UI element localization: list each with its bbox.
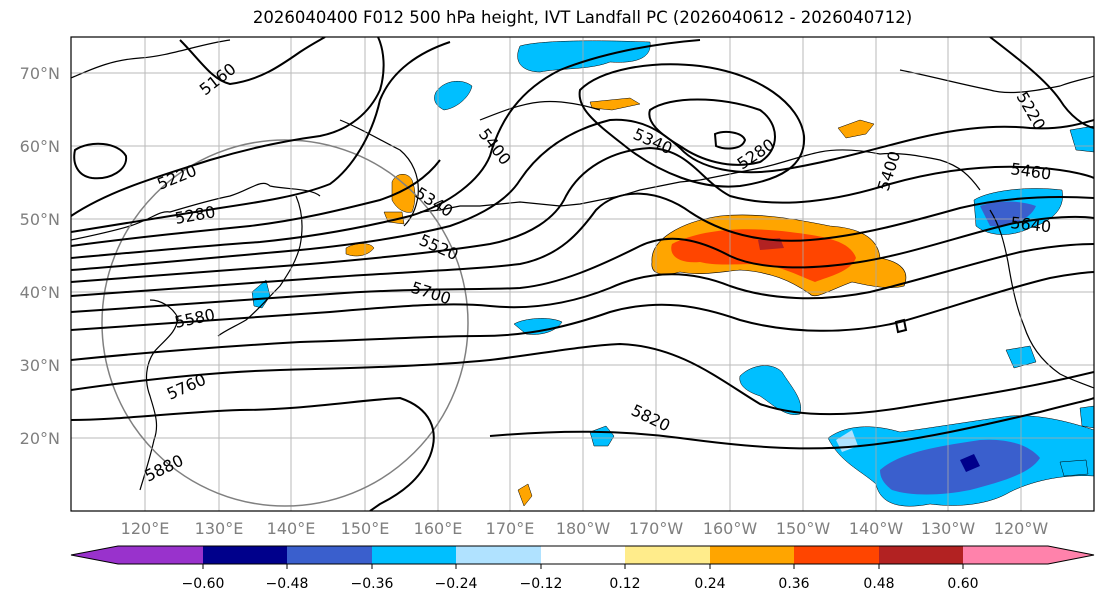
ivt-negative-hawaii-east bbox=[1059, 459, 1089, 477]
colorbar-segment bbox=[879, 546, 963, 564]
lon-label: 170°W bbox=[629, 519, 684, 538]
colorbar-segment bbox=[287, 546, 372, 564]
contour-5580 bbox=[71, 192, 1094, 297]
ivt-negative-westcoast-core bbox=[980, 201, 1036, 227]
lon-label: 140°E bbox=[267, 519, 316, 538]
contour-5520 bbox=[71, 146, 1094, 283]
ivt-negative-subtrop-central bbox=[739, 365, 802, 415]
colorbar-tick-label: −0.24 bbox=[435, 576, 478, 592]
ivt-negative-tropics-east-core bbox=[960, 454, 980, 472]
contour-5220 bbox=[71, 37, 385, 217]
colorbar-segment bbox=[456, 546, 541, 564]
latitude-labels: 70°N 60°N 50°N 40°N 30°N 20°N bbox=[20, 64, 60, 448]
contour-aleutian-low-outer bbox=[578, 63, 806, 188]
lon-label: 150°W bbox=[776, 519, 831, 538]
colorbar-tick-label: −0.48 bbox=[266, 576, 309, 592]
ivt-negative-tropics-east-mid bbox=[880, 439, 1040, 495]
ivt-negative-bering bbox=[517, 40, 651, 73]
contour-5460 bbox=[71, 118, 1094, 271]
colorbar-segment bbox=[625, 546, 710, 564]
contour-5700 bbox=[71, 243, 1094, 331]
ivt-negative-subtrop-small bbox=[589, 425, 615, 447]
contour-5400-west bbox=[71, 39, 701, 259]
coast-kamchatka bbox=[339, 119, 419, 227]
contour-5760 bbox=[71, 271, 1094, 361]
lon-label: 160°E bbox=[414, 519, 463, 538]
colorbar-segment bbox=[541, 546, 625, 564]
ivt-positive-okhotsk bbox=[391, 174, 416, 213]
colorbar-segment bbox=[372, 546, 456, 564]
lon-label: 180°W bbox=[556, 519, 611, 538]
ivt-negative-arctic1 bbox=[434, 80, 473, 111]
map-border bbox=[70, 36, 1095, 512]
lon-label: 130°W bbox=[921, 519, 976, 538]
coast-japan bbox=[217, 195, 303, 337]
ivt-positive-small3 bbox=[837, 119, 875, 139]
lat-label: 60°N bbox=[20, 137, 60, 156]
colorbar-tick-labels: −0.60 −0.48 −0.36 −0.24 −0.12 0.12 0.24 … bbox=[182, 576, 979, 592]
contour-5280 bbox=[71, 41, 451, 233]
contour-ne-ridge bbox=[989, 37, 1094, 129]
colorbar-tick-label: 0.12 bbox=[609, 576, 640, 592]
colorbar-tick-label: −0.60 bbox=[182, 576, 225, 592]
colorbar-tick-label: 0.60 bbox=[947, 576, 978, 592]
coastlines bbox=[71, 39, 1094, 491]
lon-label: 160°W bbox=[703, 519, 758, 538]
colorbar-extend-max bbox=[1048, 546, 1094, 564]
contour-5340-west bbox=[71, 159, 441, 247]
contour-arctic-low bbox=[73, 142, 128, 180]
lat-label: 30°N bbox=[20, 356, 60, 375]
colorbar-segment bbox=[794, 546, 879, 564]
colorbar-outline bbox=[70, 545, 1095, 565]
height-contours bbox=[71, 37, 1094, 511]
colorbar-tick-label: 0.24 bbox=[694, 576, 725, 592]
coast-namerica bbox=[989, 209, 1094, 389]
lon-label: 170°E bbox=[486, 519, 535, 538]
lat-label: 70°N bbox=[20, 64, 60, 83]
contour-aleutian-low-core bbox=[713, 131, 747, 150]
ivt-positive-small2 bbox=[589, 97, 641, 111]
colorbar-segment bbox=[963, 546, 1048, 564]
contour-label: 5640 bbox=[1010, 213, 1052, 236]
contour-5640 bbox=[71, 215, 1094, 313]
colorbar-tick-label: 0.36 bbox=[778, 576, 809, 592]
lat-label: 50°N bbox=[20, 210, 60, 229]
lon-label: 150°E bbox=[341, 519, 390, 538]
colorbar: −0.60 −0.48 −0.36 −0.24 −0.12 0.12 0.24 … bbox=[70, 545, 1095, 592]
colorbar-tick-label: −0.36 bbox=[351, 576, 394, 592]
coast-arctic bbox=[899, 69, 1094, 94]
colorbar-segment bbox=[710, 546, 794, 564]
colorbar-tick-label: 0.48 bbox=[863, 576, 894, 592]
contour-small-loop bbox=[894, 318, 908, 334]
contour-5820 bbox=[71, 342, 1094, 416]
colorbar-segment bbox=[118, 546, 203, 564]
longitude-labels: 120°E 130°E 140°E 150°E 160°E 170°E 180°… bbox=[121, 519, 1049, 538]
contour-5880 bbox=[71, 396, 435, 511]
landfall-region-circle bbox=[101, 139, 469, 507]
lon-label: 120°E bbox=[121, 519, 170, 538]
colorbar-tick-label: −0.12 bbox=[520, 576, 563, 592]
map-title: 2026040400 F012 500 hPa height, IVT Land… bbox=[252, 8, 913, 27]
lat-label: 20°N bbox=[20, 429, 60, 448]
colorbar-ticks bbox=[202, 564, 964, 569]
contour-5880-east bbox=[489, 397, 1094, 450]
colorbar-segment bbox=[203, 546, 287, 564]
lon-label: 120°W bbox=[994, 519, 1049, 538]
ivt-positive-central-core bbox=[671, 229, 856, 282]
ivt-negative-subtrop-west bbox=[513, 318, 563, 335]
ivt-positive-small4 bbox=[517, 483, 533, 507]
lat-label: 40°N bbox=[20, 283, 60, 302]
coast-asia bbox=[71, 39, 321, 491]
lon-label: 130°E bbox=[195, 519, 244, 538]
contour-aleutian-low-inner bbox=[648, 98, 776, 166]
ivt-negative-coast-small2 bbox=[1079, 405, 1094, 429]
lon-label: 140°W bbox=[849, 519, 904, 538]
contour-5160 bbox=[179, 37, 326, 86]
colorbar-extend-min bbox=[71, 546, 118, 564]
